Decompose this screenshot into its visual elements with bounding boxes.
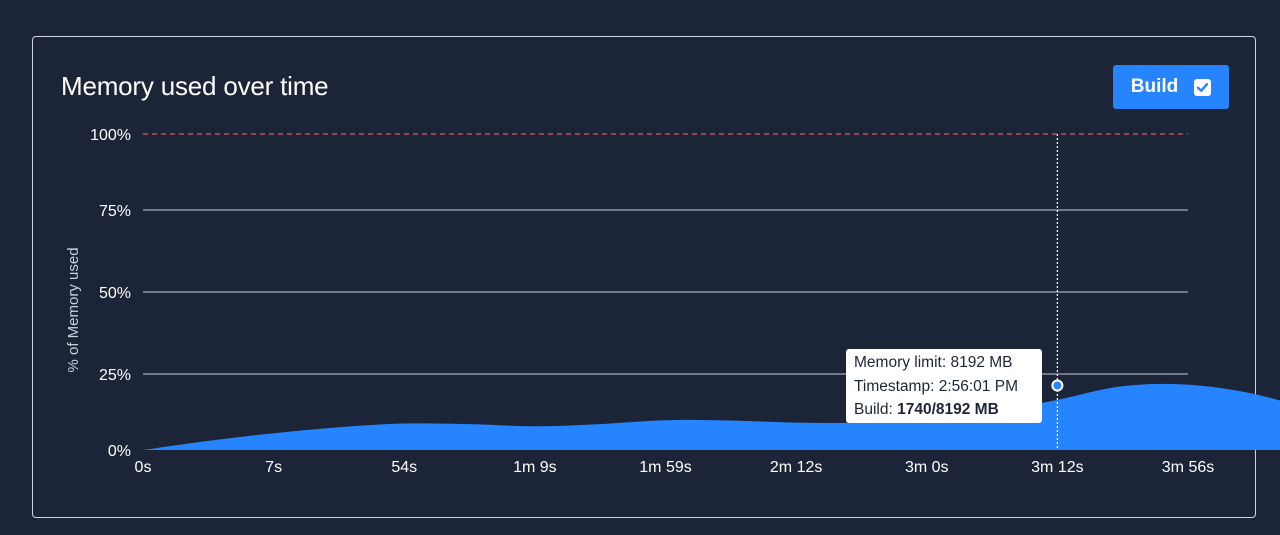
- grid-layer: [143, 133, 1188, 375]
- y-tick-label: 50%: [99, 285, 131, 302]
- y-tick-label: 0%: [108, 443, 131, 460]
- x-tick-label: 1m 59s: [639, 459, 691, 476]
- tooltip-line-memory-limit: Memory limit: 8192 MB: [854, 354, 1013, 371]
- panel-title: Memory used over time: [61, 71, 329, 101]
- x-tick-label: 7s: [265, 459, 282, 476]
- memory-area: [143, 383, 1280, 450]
- area-layer: [143, 383, 1280, 450]
- memory-panel: Memory used over time Build: [32, 36, 1256, 518]
- build-button-label: Build: [1130, 76, 1179, 97]
- hover-tooltip: Memory limit: 8192 MB Timestamp: 2:56:01…: [846, 349, 1042, 423]
- tooltip-line-timestamp: Timestamp: 2:56:01 PM: [854, 377, 1018, 395]
- x-tick-label: 3m 56s: [1162, 459, 1214, 476]
- y-tick-label: 100%: [90, 127, 131, 144]
- x-tick-label: 3m 0s: [905, 459, 949, 476]
- build-toggle-button[interactable]: Build: [1113, 65, 1229, 109]
- y-tick-label: 75%: [99, 203, 131, 220]
- y-tick-label: 25%: [99, 367, 131, 384]
- y-axis-label: % of Memory used: [65, 247, 82, 372]
- x-tick-label: 0s: [135, 459, 152, 476]
- x-tick-label: 54s: [391, 459, 417, 476]
- x-tick-label: 2m 12s: [770, 459, 822, 476]
- hover-marker: [1051, 379, 1064, 392]
- x-tick-label: 3m 12s: [1031, 459, 1083, 476]
- hover-layer: [1051, 134, 1064, 450]
- tick-layer: 0% 25% 50% 75% 100% 0s 7s 54s 1m 9s 1m 59s 2m 12s 3…: [90, 127, 1214, 476]
- tooltip-line-build: Build: 1740/8192 MB: [854, 401, 999, 418]
- checkbox-checked-icon[interactable]: [1194, 78, 1212, 96]
- x-tick-label: 1m 9s: [513, 459, 557, 476]
